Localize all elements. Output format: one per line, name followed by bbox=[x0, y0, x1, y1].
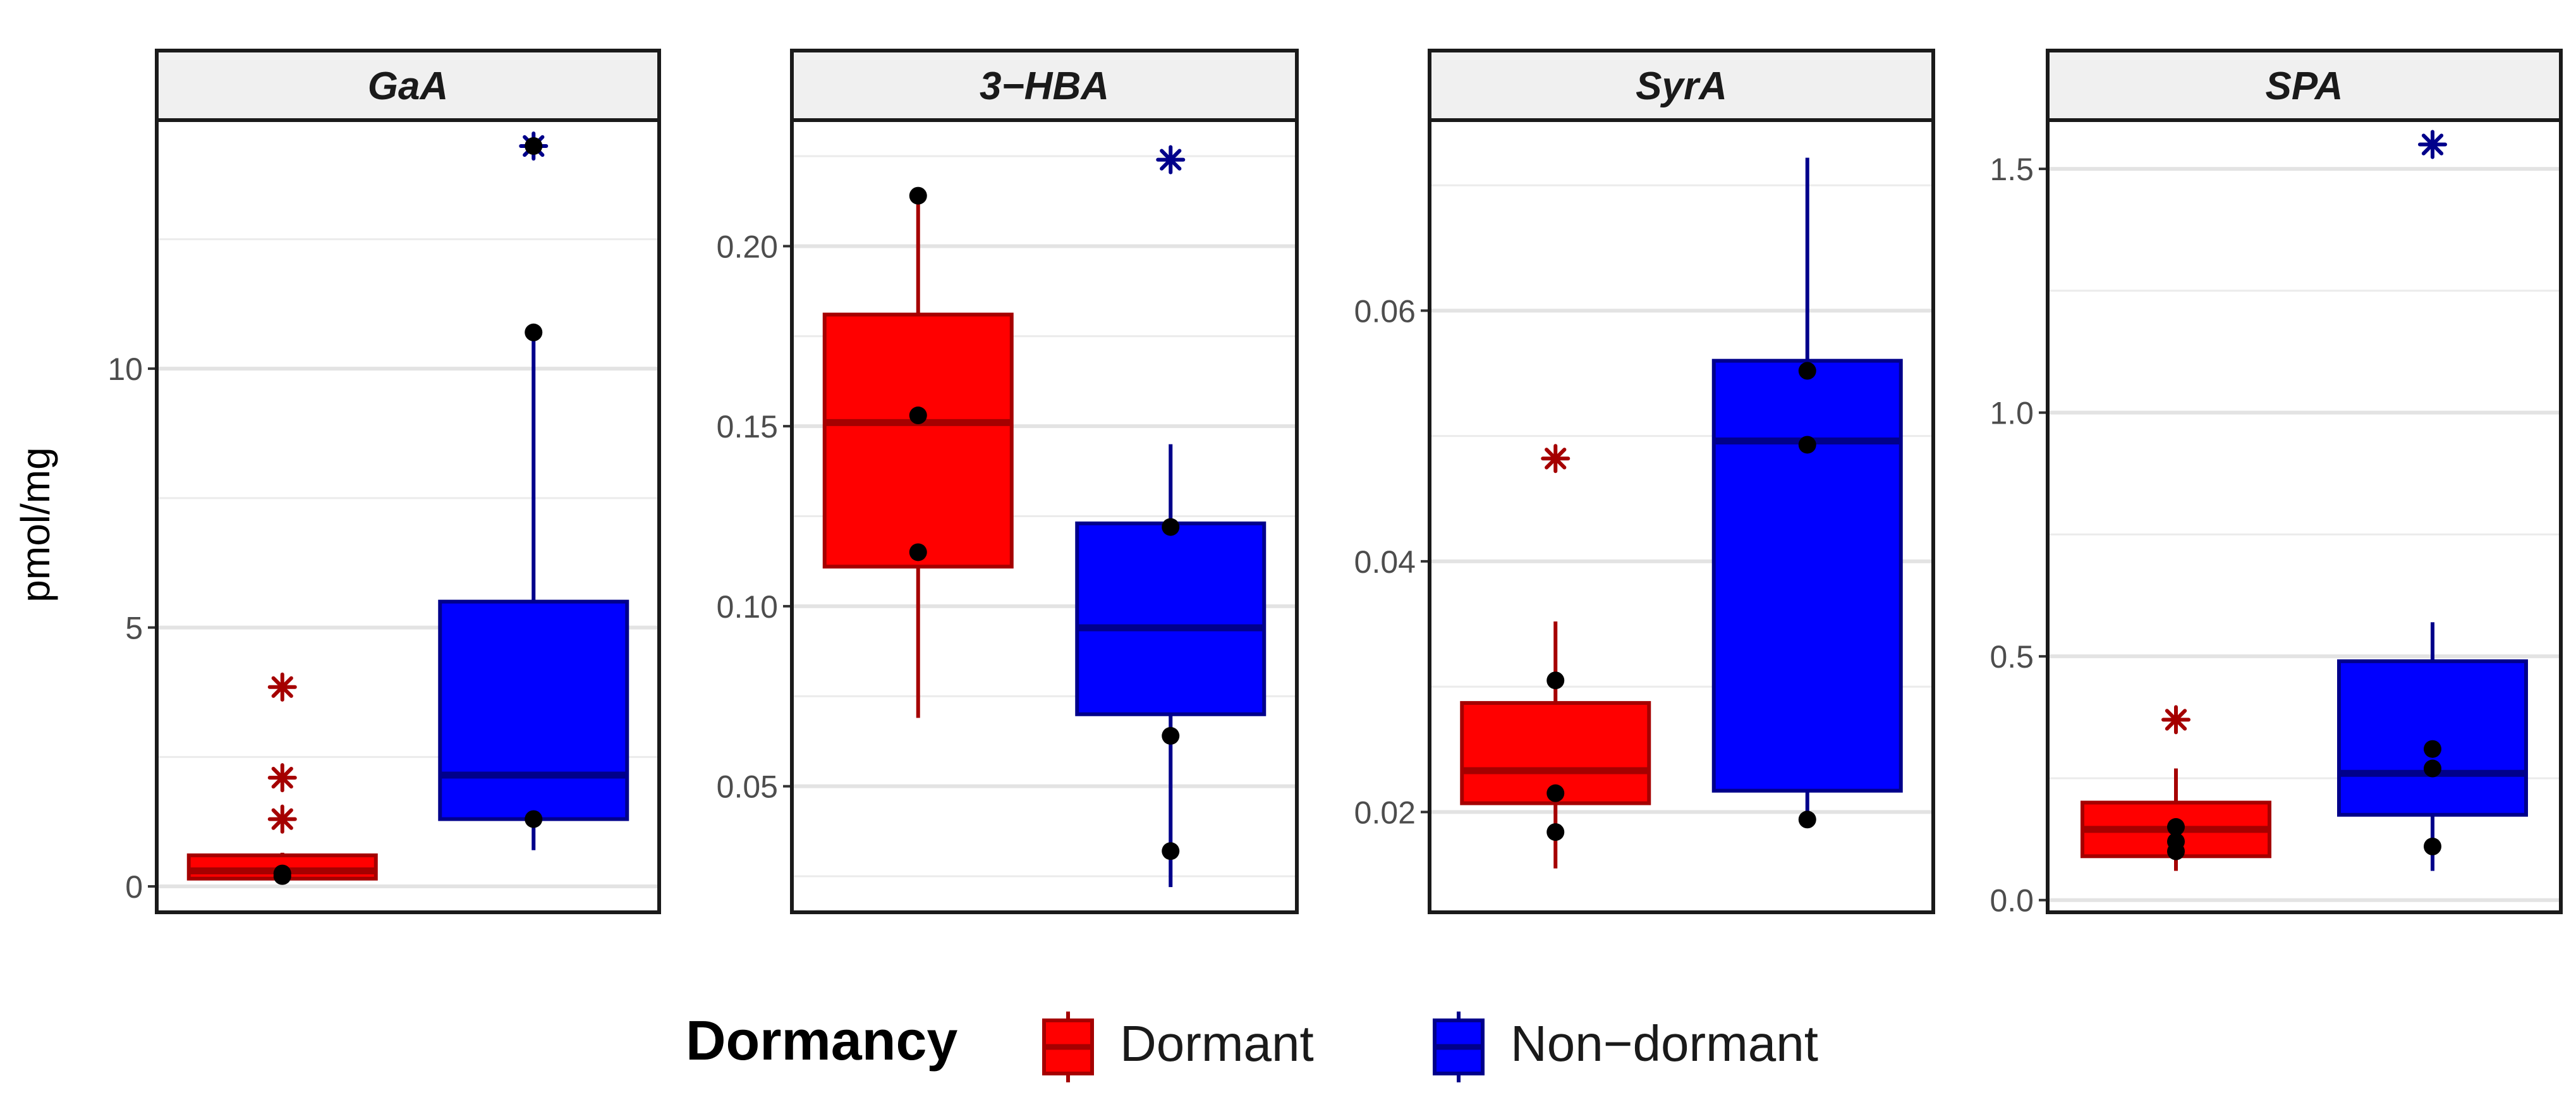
data-point bbox=[525, 810, 543, 828]
facet-strip bbox=[155, 49, 661, 122]
facet-title: 3−HBA bbox=[980, 64, 1109, 108]
y-tick-label: 1.5 bbox=[1990, 152, 2034, 187]
y-tick-label: 0.05 bbox=[717, 769, 778, 805]
outlier-marker bbox=[1156, 145, 1186, 174]
data-point bbox=[1546, 784, 1565, 802]
data-point bbox=[2424, 740, 2441, 758]
panel-2: 3−HBA 0.05 0.10 0.15 0.20 bbox=[717, 49, 1299, 914]
data-point bbox=[909, 543, 927, 561]
panel-border bbox=[2046, 118, 2563, 914]
y-axis-label: pmol/mg bbox=[13, 447, 58, 602]
box-group-non-dormant bbox=[1711, 157, 1903, 829]
legend-label: Dormant bbox=[1120, 1015, 1314, 1072]
data-point bbox=[1798, 436, 1816, 454]
data-point bbox=[2424, 837, 2441, 855]
outlier-marker bbox=[1541, 444, 1571, 474]
box-group-dormant bbox=[2081, 705, 2271, 871]
outlier-marker-stroke bbox=[271, 676, 293, 698]
y-tick-label: 0.15 bbox=[717, 409, 778, 444]
panel-border bbox=[1428, 118, 1935, 914]
legend: Dormancy Dormant Non−dormant bbox=[686, 1009, 1818, 1082]
data-point bbox=[1546, 671, 1565, 690]
outlier-marker bbox=[267, 763, 297, 793]
data-point bbox=[2424, 759, 2441, 778]
data-point bbox=[273, 867, 291, 885]
y-tick-label: 0.20 bbox=[717, 229, 778, 264]
y-tick-label: 0.02 bbox=[1354, 795, 1416, 830]
y-tick-label: 0.10 bbox=[717, 589, 778, 625]
outlier-marker-stroke bbox=[1545, 448, 1567, 470]
facet-panels: GaA 0 5 10 3−HBA 0.05 0.10 0.15 0.20 SyrA 0.02 0.04… bbox=[107, 49, 2563, 919]
data-point bbox=[525, 137, 543, 155]
y-tick-label: 0.0 bbox=[1990, 883, 2034, 919]
outlier-marker bbox=[2161, 705, 2190, 735]
box-group-non-dormant bbox=[438, 131, 629, 850]
outlier-marker bbox=[267, 672, 297, 702]
data-point bbox=[1798, 362, 1816, 380]
data-point bbox=[525, 323, 543, 341]
data-point bbox=[1798, 811, 1816, 829]
panel-4: SPA 0.0 0.5 1.0 1.5 bbox=[1990, 49, 2563, 919]
facet-strip bbox=[2046, 49, 2563, 122]
box-group-dormant bbox=[822, 187, 1014, 718]
box-group-dormant bbox=[1460, 444, 1651, 869]
box-group-dormant bbox=[186, 672, 378, 885]
data-point bbox=[1546, 823, 1565, 841]
box bbox=[1711, 358, 1903, 793]
y-tick-label: 0.04 bbox=[1354, 544, 1416, 580]
facet-title: SyrA bbox=[1636, 64, 1727, 108]
data-point bbox=[909, 187, 927, 205]
panel-border bbox=[155, 118, 661, 914]
outlier-marker bbox=[2418, 130, 2447, 159]
panel-1: GaA 0 5 10 bbox=[107, 49, 661, 914]
y-tick-label: 1.0 bbox=[1990, 396, 2034, 431]
box-group-non-dormant bbox=[2337, 130, 2528, 871]
outlier-marker-stroke bbox=[2421, 133, 2444, 156]
box bbox=[822, 312, 1014, 569]
outlier-marker bbox=[267, 804, 297, 834]
y-tick-label: 10 bbox=[107, 352, 143, 387]
data-point bbox=[1162, 518, 1180, 536]
data-point bbox=[1162, 726, 1180, 745]
y-tick-label: 0.5 bbox=[1990, 639, 2034, 675]
outlier-marker-stroke bbox=[271, 808, 293, 830]
data-point bbox=[2167, 842, 2185, 860]
data-point bbox=[909, 407, 927, 425]
y-tick-label: 0 bbox=[125, 869, 143, 905]
outlier-marker-stroke bbox=[2165, 709, 2187, 731]
box bbox=[1075, 521, 1267, 716]
data-point bbox=[2167, 818, 2185, 836]
box-group-non-dormant bbox=[1075, 145, 1267, 888]
facet-strip bbox=[1428, 49, 1935, 122]
legend-label: Non−dormant bbox=[1510, 1015, 1818, 1072]
data-point bbox=[1162, 842, 1180, 860]
y-tick-label: 5 bbox=[125, 611, 143, 646]
legend-entry-dormant: Dormant bbox=[1042, 1012, 1314, 1082]
outlier-marker-stroke bbox=[271, 766, 293, 789]
outlier-marker-stroke bbox=[1160, 149, 1182, 171]
box bbox=[438, 599, 629, 821]
y-tick-label: 0.06 bbox=[1354, 293, 1416, 329]
panel-3: SyrA 0.02 0.04 0.06 bbox=[1354, 49, 1935, 914]
facet-title: GaA bbox=[368, 64, 448, 108]
legend-title: Dormancy bbox=[686, 1009, 957, 1072]
panel-border bbox=[790, 118, 1299, 914]
box bbox=[2337, 659, 2528, 817]
facet-title: SPA bbox=[2266, 64, 2343, 108]
legend-entry-non-dormant: Non−dormant bbox=[1433, 1012, 1818, 1082]
